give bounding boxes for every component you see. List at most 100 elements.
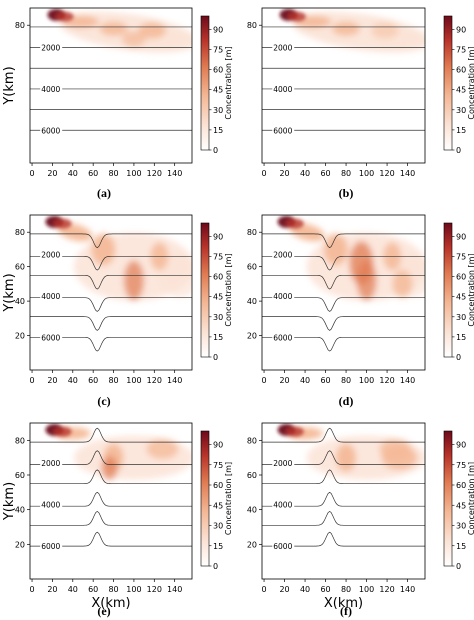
plot-area [30,215,192,352]
y-tick-label: 20 [15,540,25,549]
colorbar-title: Concentration [m] [467,46,474,119]
colorbar-tick-label: 45 [456,501,466,510]
colorbar-tick-label: 15 [213,126,223,135]
panel-label: (a) [97,186,111,200]
contour-label-bg [272,541,295,551]
colorbar-tick-label: 45 [456,86,466,95]
x-tick-label: 80 [341,169,351,178]
colorbar-title: Concentration [m] [467,253,474,326]
x-tick-label: 120 [379,169,394,178]
colorbar-tick-label: 15 [456,333,466,342]
x-tick-label: 120 [147,169,162,178]
contour-label-bg [272,125,295,135]
terrain-contour [262,274,425,290]
x-tick-label: 80 [108,169,118,178]
colorbar-tick-label: 90 [456,232,466,241]
colorbar-title: Concentration [m] [224,46,233,119]
plume-blob [381,445,418,470]
colorbar [443,15,453,151]
colorbar-tick-label: 75 [456,253,466,262]
chart-panel-c: 2000 4000 6000 0 20 40 60 80 100 120 140 80 60 40 20 Y(… [2,214,233,408]
x-tick-label: 40 [300,169,310,178]
plume-peak-tail [285,426,304,437]
y-tick-label: 40 [247,506,257,515]
x-tick-label: 60 [320,169,330,178]
colorbar-tick-label: 0 [456,146,461,155]
x-tick-label: 120 [379,376,394,385]
x-tick-label: 140 [167,585,182,594]
axes-frame [261,214,426,371]
concentration-plume [287,427,425,480]
terrain-contour [30,427,192,443]
plume-blob [392,269,413,298]
y-axis-title: Y(km) [2,66,17,105]
y-axis-title: Y(km) [2,273,17,312]
x-tick-label: 140 [167,376,182,385]
contour-label-bg [40,457,63,467]
colorbar-tick-label: 30 [456,106,466,115]
panel-label: (e) [97,604,110,618]
colorbar-title: Concentration [m] [467,462,474,535]
contour-label-bg [40,290,63,300]
chart-panel-f: 2000 4000 6000 0 20 40 60 80 100 120 140 80 60 40 20 X(… [247,422,474,618]
axes-frame [261,7,426,164]
plume-source [45,215,72,229]
x-tick-label: 0 [262,585,267,594]
contour-label: 6000 [273,126,292,135]
colorbar [200,430,210,567]
contour-label: 4000 [41,292,60,301]
terrain-contour [30,469,192,485]
x-tick-label: 20 [47,376,57,385]
x-tick-label: 0 [29,376,34,385]
contour-label: 4000 [273,500,292,509]
contour-label-bg [272,499,295,509]
colorbar-tick-label: 60 [456,273,466,282]
contour-label-bg [40,83,63,93]
plume-blob [146,439,179,459]
colorbar-tick-label: 0 [213,353,218,362]
x-tick-label: 0 [262,169,267,178]
plume-peak-tail [53,426,72,437]
plume-source [45,423,72,437]
y-axis-title: Y(km) [2,482,17,521]
colorbar-title: Concentration [m] [224,253,233,326]
x-tick-label: 80 [341,585,351,594]
x-tick-label: 0 [262,376,267,385]
x-tick-label: 60 [88,376,98,385]
x-tick-label: 120 [147,585,162,594]
x-tick-label: 60 [88,169,98,178]
colorbar-tick-label: 90 [456,441,466,450]
x-tick-label: 60 [320,376,330,385]
plume-blob [99,21,128,36]
y-tick-label: 40 [15,506,25,515]
colorbar-tick-label: 45 [213,501,223,510]
x-tick-label: 100 [126,169,141,178]
x-tick-label: 40 [68,585,78,594]
terrain-contour [30,510,192,526]
chart-panel-e: 2000 4000 6000 0 20 40 60 80 100 120 140 80 60 40 20 Y(… [2,422,233,618]
y-tick-label: 80 [15,436,25,445]
colorbar-tick-label: 60 [213,273,223,282]
x-tick-label: 20 [47,585,57,594]
plot-area [30,8,192,131]
plume-source [279,8,306,22]
contour-label-bg [272,42,295,52]
concentration-plume [54,427,192,481]
contour-label-bg [40,249,63,259]
x-tick-label: 140 [400,376,415,385]
x-tick-label: 40 [300,585,310,594]
contour-label: 4000 [41,500,60,509]
terrain-contour [262,427,425,443]
concentration-plume [57,223,192,301]
colorbar-tick-label: 60 [213,66,223,75]
y-tick-label: 20 [247,540,257,549]
colorbar-tick-label: 90 [213,441,223,450]
x-tick-label: 100 [126,585,141,594]
y-tick-label: 80 [247,436,257,445]
contour-label: 6000 [41,126,60,135]
contour-label: 4000 [41,85,60,94]
y-tick-label: 80 [247,228,257,237]
x-tick-label: 60 [320,585,330,594]
colorbar-tick-label: 15 [456,126,466,135]
panel-label: (d) [339,394,354,408]
